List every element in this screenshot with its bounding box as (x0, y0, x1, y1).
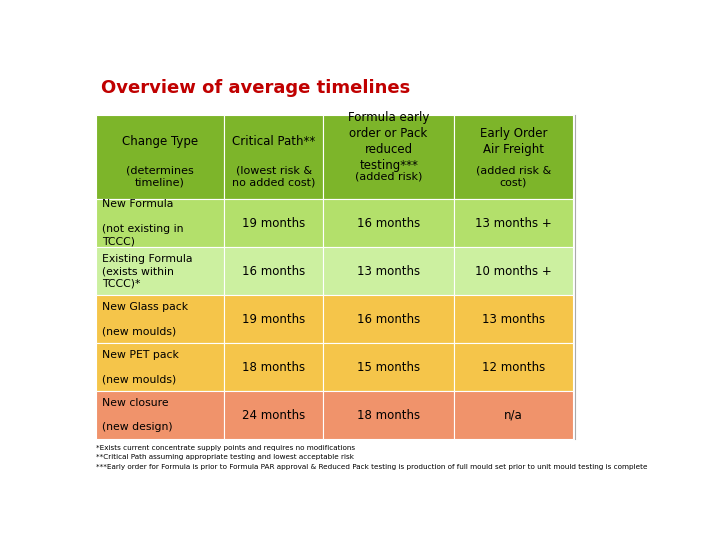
Bar (224, 114, 323, 199)
Text: Change Type: Change Type (122, 135, 198, 148)
Bar (323, 114, 454, 199)
Bar (454, 114, 572, 199)
Text: **Critical Path assuming appropriate testing and lowest acceptable risk: **Critical Path assuming appropriate tes… (96, 454, 354, 461)
Text: Existing Formula
(exists within
TCCC)*: Existing Formula (exists within TCCC)* (102, 254, 193, 288)
Bar (323, 391, 454, 439)
Bar (224, 295, 323, 343)
Text: 19 months: 19 months (242, 217, 305, 230)
Bar (96, 247, 224, 295)
Text: n/a: n/a (504, 409, 523, 422)
Bar (454, 199, 572, 247)
Bar (323, 247, 454, 295)
Bar (224, 199, 323, 247)
Bar (96, 114, 224, 199)
Bar (323, 295, 454, 343)
Bar (454, 247, 572, 295)
Text: (lowest risk &
no added cost): (lowest risk & no added cost) (232, 165, 315, 187)
Text: New closure

(new design): New closure (new design) (102, 397, 173, 433)
Bar (224, 391, 323, 439)
Text: 18 months: 18 months (242, 361, 305, 374)
Bar (454, 391, 572, 439)
Text: 16 months: 16 months (242, 265, 305, 278)
Bar (224, 247, 323, 295)
Bar (224, 343, 323, 391)
Bar (323, 343, 454, 391)
Text: Overview of average timelines: Overview of average timelines (101, 79, 410, 97)
Text: New Glass pack

(new moulds): New Glass pack (new moulds) (102, 302, 189, 336)
Text: New PET pack

(new moulds): New PET pack (new moulds) (102, 349, 179, 384)
Text: 16 months: 16 months (357, 313, 420, 326)
Text: 12 months: 12 months (482, 361, 545, 374)
Text: New Formula

(not existing in
TCCC): New Formula (not existing in TCCC) (102, 199, 184, 247)
Text: (determines
timeline): (determines timeline) (126, 165, 194, 187)
Text: 10 months +: 10 months + (475, 265, 552, 278)
Bar (454, 295, 572, 343)
Bar (96, 199, 224, 247)
Text: 18 months: 18 months (357, 409, 420, 422)
Text: 19 months: 19 months (242, 313, 305, 326)
Text: 13 months: 13 months (357, 265, 420, 278)
Bar (96, 391, 224, 439)
Text: *Exists current concentrate supply points and requires no modifications: *Exists current concentrate supply point… (96, 446, 355, 451)
Text: (added risk): (added risk) (355, 171, 423, 181)
Text: ***Early order for Formula is prior to Formula PAR approval & Reduced Pack testi: ***Early order for Formula is prior to F… (96, 463, 647, 470)
Text: 13 months +: 13 months + (475, 217, 552, 230)
Text: Early Order
Air Freight: Early Order Air Freight (480, 127, 547, 156)
Bar (323, 199, 454, 247)
Bar (96, 343, 224, 391)
Text: 13 months: 13 months (482, 313, 545, 326)
Text: Critical Path**: Critical Path** (232, 135, 315, 148)
Bar (96, 295, 224, 343)
Text: 16 months: 16 months (357, 217, 420, 230)
Text: 24 months: 24 months (242, 409, 305, 422)
Text: Formula early
order or Pack
reduced
testing***: Formula early order or Pack reduced test… (348, 111, 429, 172)
Bar (454, 343, 572, 391)
Text: (added risk &
cost): (added risk & cost) (476, 165, 551, 187)
Text: 15 months: 15 months (357, 361, 420, 374)
